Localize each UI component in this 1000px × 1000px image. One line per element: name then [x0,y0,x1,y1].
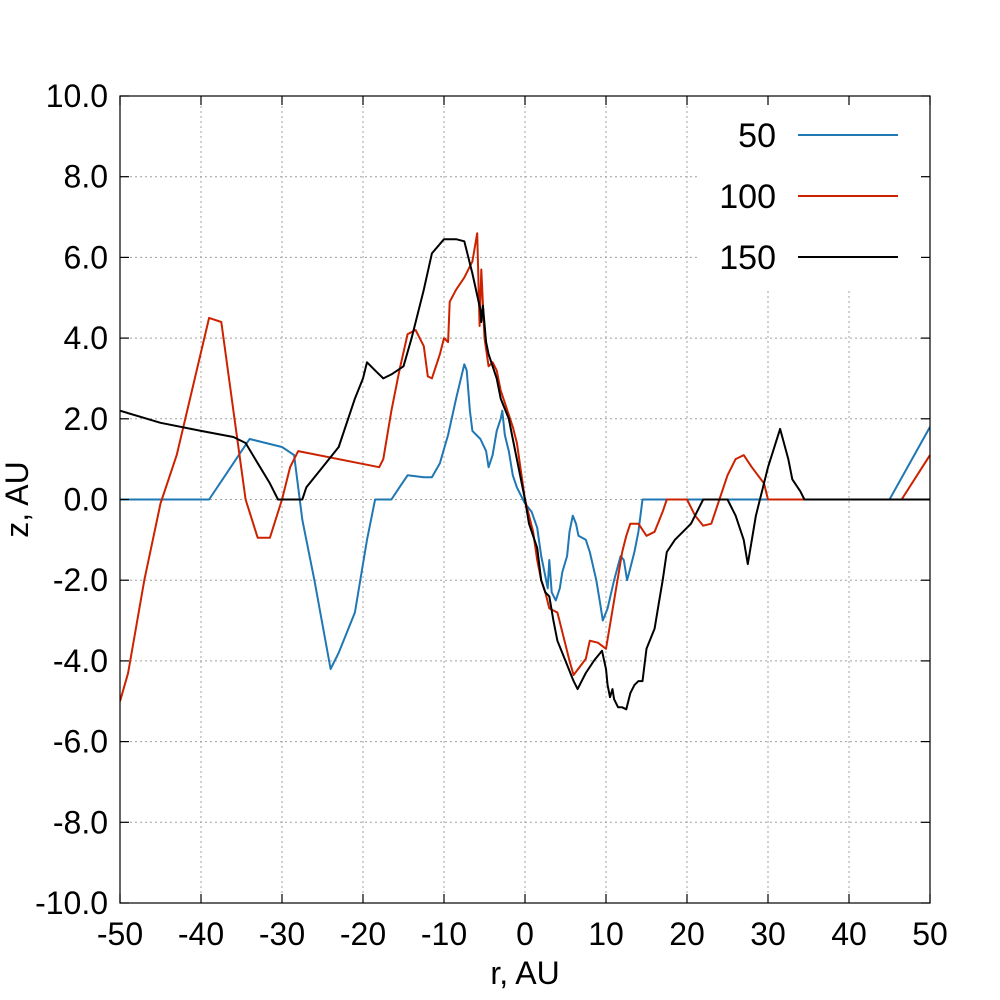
y-tick-label: 2.0 [64,401,108,437]
y-tick-label: 10.0 [46,78,108,114]
y-tick-label: -8.0 [53,804,108,840]
y-tick-label: -6.0 [53,724,108,760]
x-tick-label: 20 [669,916,705,952]
x-tick-label: -10 [421,916,467,952]
legend: 50 100 150 [700,102,925,290]
series-line-150 [120,238,930,711]
series-lines [120,232,930,711]
legend-label-150: 150 [719,239,776,277]
series-line-50 [120,363,930,670]
x-tick-label: 0 [516,916,534,952]
x-axis-ticks: -50 -40 -30 -20 -10 0 10 20 30 40 50 [97,96,948,952]
legend-label-100: 100 [719,178,776,216]
x-tick-label: 30 [750,916,786,952]
x-tick-label: -30 [259,916,305,952]
x-axis-title: r, AU [490,955,559,991]
x-tick-label: 40 [831,916,867,952]
x-tick-label: 10 [588,916,624,952]
x-tick-label: -40 [178,916,224,952]
x-tick-label: 50 [912,916,948,952]
x-tick-label: -20 [340,916,386,952]
y-tick-label: 8.0 [64,159,108,195]
y-tick-label: 4.0 [64,320,108,356]
y-tick-label: -10.0 [35,885,108,921]
y-tick-label: -2.0 [53,562,108,598]
y-tick-label: -4.0 [53,643,108,679]
y-axis-title: z, AU [0,461,35,537]
series-line-100 [120,232,930,702]
legend-label-50: 50 [738,117,776,155]
x-tick-label: -50 [97,916,143,952]
y-tick-label: 6.0 [64,239,108,275]
y-tick-label: 0.0 [64,482,108,518]
y-axis-ticks: -10.0 -8.0 -6.0 -4.0 -2.0 0.0 2.0 4.0 6.0 8.0 10.0 [35,78,930,921]
